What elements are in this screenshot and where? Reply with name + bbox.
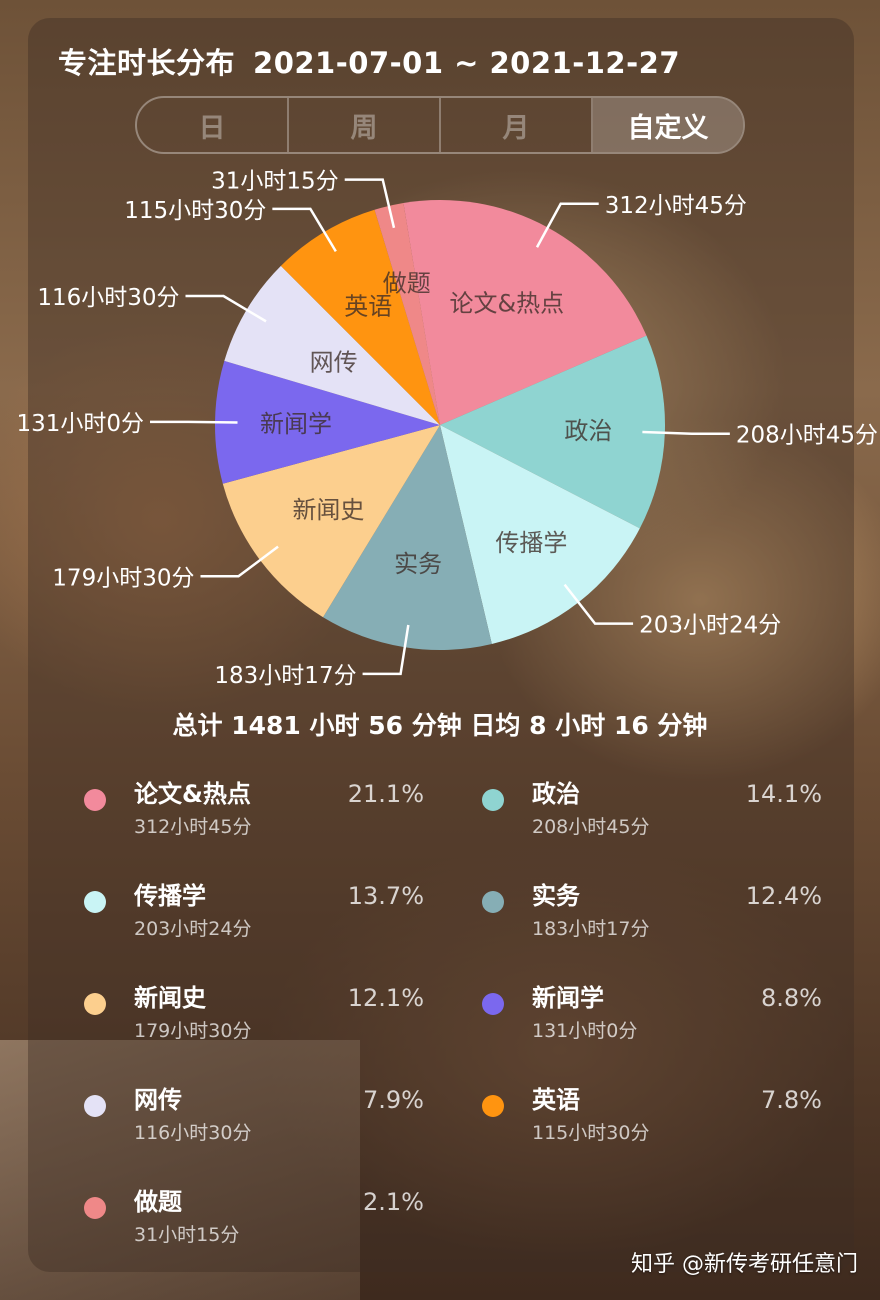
pie-slice-journalism[interactable] <box>215 360 440 484</box>
legend-dot <box>84 789 106 811</box>
total-summary: 总计 1481 小时 56 分钟 日均 8 小时 16 分钟 <box>172 711 708 740</box>
legend-name: 做题 <box>134 1188 182 1216</box>
callout-line-communication <box>563 583 634 625</box>
pie-slice-web-communication[interactable] <box>224 265 440 425</box>
legend-time: 183小时17分 <box>532 918 650 940</box>
pie-label-web-communication: 网传 <box>310 349 358 377</box>
callout-value-journalism: 131小时0分 <box>16 411 144 437</box>
pie-label-exercises: 做题 <box>383 270 431 298</box>
legend-time: 116小时30分 <box>134 1122 252 1144</box>
pie-label-paper: 论文&热点 <box>449 290 564 318</box>
watermark: 知乎 @新传考研任意门 <box>631 1252 858 1277</box>
tab-day[interactable]: 日 <box>137 98 289 152</box>
callout-value-practice: 183小时17分 <box>214 663 356 689</box>
legend-percent: 12.4% <box>745 882 822 910</box>
legend-time: 312小时45分 <box>134 816 252 838</box>
legend-item-communication[interactable]: 传播学 203小时24分 13.7% <box>84 876 444 956</box>
callout-value-exercises: 31小时15分 <box>211 169 339 195</box>
legend-name: 新闻史 <box>134 984 206 1012</box>
pie-slice-english[interactable] <box>280 209 440 425</box>
legend-dot <box>482 891 504 913</box>
legend-percent: 14.1% <box>745 780 822 808</box>
callout-line-english <box>272 207 337 252</box>
tab-custom[interactable]: 自定义 <box>593 98 743 152</box>
legend-dot <box>84 1095 106 1117</box>
legend-time: 131小时0分 <box>532 1020 638 1042</box>
legend-item-journalism[interactable]: 新闻学 131小时0分 8.8% <box>482 978 842 1058</box>
callout-line-web-communication <box>185 294 267 323</box>
legend-name: 新闻学 <box>532 984 604 1012</box>
legend-dot <box>482 1095 504 1117</box>
pie-label-communication: 传播学 <box>495 529 567 557</box>
pie-label-journalism-history: 新闻史 <box>292 496 364 524</box>
legend-name: 英语 <box>532 1086 580 1114</box>
tab-week[interactable]: 周 <box>289 98 441 152</box>
legend-item-english[interactable]: 英语 115小时30分 7.8% <box>482 1080 842 1160</box>
callout-value-paper: 312小时45分 <box>605 193 747 219</box>
legend-name: 网传 <box>134 1086 182 1114</box>
legend-time: 203小时24分 <box>134 918 252 940</box>
callout-line-journalism-history <box>200 545 279 578</box>
legend-item-exercises[interactable]: 做题 31小时15分 2.1% <box>84 1182 444 1262</box>
legend-item-politics[interactable]: 政治 208小时45分 14.1% <box>482 774 842 854</box>
legend-item-web-communication[interactable]: 网传 116小时30分 7.9% <box>84 1080 444 1160</box>
callout-value-politics: 208小时45分 <box>736 423 878 449</box>
tab-month[interactable]: 月 <box>441 98 593 152</box>
callout-value-english: 115小时30分 <box>124 198 266 224</box>
legend-dot <box>482 993 504 1015</box>
legend-name: 政治 <box>532 780 580 808</box>
callout-line-exercises <box>344 178 396 229</box>
legend-dot <box>84 891 106 913</box>
page-title: 专注时长分布 2021-07-01 ~ 2021-12-27 <box>58 40 680 84</box>
legend-percent: 7.9% <box>363 1086 424 1114</box>
period-tabs: 日 周 月 自定义 <box>135 96 745 154</box>
date-range: 2021-07-01 ~ 2021-12-27 <box>253 46 681 80</box>
legend-time: 115小时30分 <box>532 1122 650 1144</box>
legend-item-practice[interactable]: 实务 183小时17分 12.4% <box>482 876 842 956</box>
pie-slice-practice[interactable] <box>323 425 492 650</box>
pie-slice-journalism-history[interactable] <box>222 425 440 618</box>
legend-percent: 12.1% <box>347 984 424 1012</box>
callout-line-journalism <box>150 420 238 424</box>
pie-slice-paper[interactable] <box>403 200 647 425</box>
legend-percent: 13.7% <box>347 882 424 910</box>
pie-label-english: 英语 <box>344 292 392 320</box>
callout-line-politics <box>642 430 730 435</box>
legend-item-paper[interactable]: 论文&热点 312小时45分 21.1% <box>84 774 444 854</box>
legend-time: 179小时30分 <box>134 1020 252 1042</box>
legend-percent: 8.8% <box>761 984 822 1012</box>
legend-name: 实务 <box>532 882 580 910</box>
legend-time: 31小时15分 <box>134 1224 240 1246</box>
pie-slice-exercises[interactable] <box>374 202 440 425</box>
callout-line-practice <box>362 624 410 676</box>
callout-value-communication: 203小时24分 <box>639 613 781 639</box>
legend-percent: 7.8% <box>761 1086 822 1114</box>
legend-percent: 21.1% <box>347 780 424 808</box>
legend-dot <box>84 1197 106 1219</box>
callout-value-web-communication: 116小时30分 <box>37 285 179 311</box>
callout-value-journalism-history: 179小时30分 <box>52 565 194 591</box>
legend-item-journalism-history[interactable]: 新闻史 179小时30分 12.1% <box>84 978 444 1058</box>
pie-label-journalism: 新闻学 <box>260 410 332 438</box>
legend-time: 208小时45分 <box>532 816 650 838</box>
legend-name: 传播学 <box>134 882 206 910</box>
pie-label-politics: 政治 <box>564 417 612 445</box>
pie-slice-politics[interactable] <box>440 335 665 529</box>
pie-label-practice: 实务 <box>394 550 442 578</box>
legend-percent: 2.1% <box>363 1188 424 1216</box>
pie-slice-communication[interactable] <box>440 425 640 644</box>
legend-name: 论文&热点 <box>134 780 251 808</box>
title-text: 专注时长分布 <box>58 46 236 80</box>
legend-dot <box>84 993 106 1015</box>
callout-line-paper <box>535 202 599 248</box>
legend-dot <box>482 789 504 811</box>
